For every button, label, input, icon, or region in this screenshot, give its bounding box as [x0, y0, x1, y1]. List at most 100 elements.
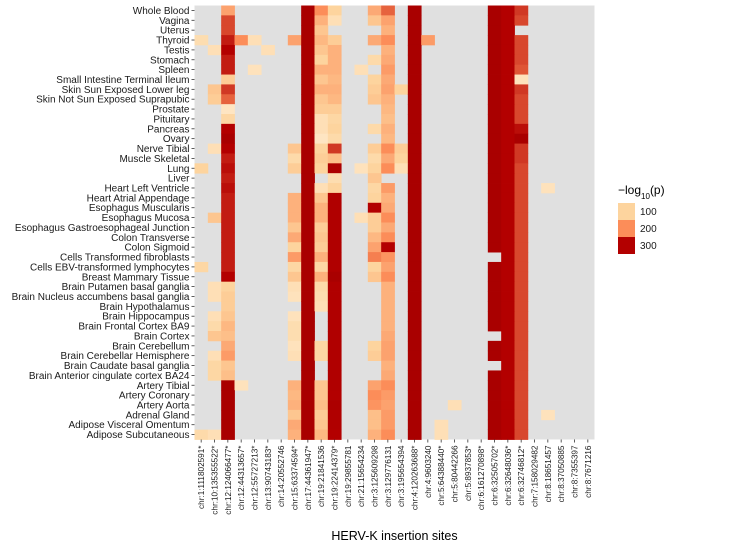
heatmap-cell — [501, 311, 515, 322]
heatmap-cell — [247, 35, 262, 46]
heatmap-cell — [514, 114, 529, 125]
heatmap-cell — [541, 409, 555, 421]
heatmap-cell — [314, 340, 329, 352]
heatmap-cell — [221, 380, 235, 391]
heatmap-cell — [447, 400, 462, 411]
heatmap-cell — [514, 94, 529, 105]
heatmap-cell — [234, 380, 249, 391]
heatmap-cell — [301, 143, 315, 154]
heatmap-cell — [367, 390, 382, 401]
heatmap-cell — [407, 232, 422, 243]
heatmap-cell — [327, 400, 342, 411]
heatmap-cell — [487, 400, 502, 411]
heatmap-cell — [287, 35, 302, 46]
heatmap-cell — [367, 271, 382, 283]
heatmap-cell — [487, 281, 502, 292]
heatmap-cell — [487, 271, 502, 283]
heatmap-cell — [287, 390, 302, 401]
heatmap-cell — [301, 44, 315, 56]
row-label: Brain Hypothalamus — [99, 302, 189, 313]
row-label: Adrenal Gland — [126, 410, 190, 421]
heatmap-cell — [514, 64, 529, 75]
heatmap-cell — [221, 163, 235, 174]
heatmap-cell — [487, 163, 502, 174]
heatmap-cell — [407, 222, 422, 233]
heatmap-cell — [487, 390, 502, 401]
heatmap-cell — [367, 350, 382, 361]
heatmap-cell — [501, 281, 515, 292]
heatmap-cell — [314, 380, 329, 391]
heatmap-cell — [487, 15, 502, 26]
heatmap-cell — [301, 321, 315, 332]
column-label: chr:10:135355522* — [211, 445, 220, 515]
heatmap-cell — [514, 163, 529, 174]
row-label: Brain Cerebellum — [112, 341, 189, 352]
heatmap-cell — [407, 380, 422, 391]
heatmap-cell — [501, 212, 515, 223]
heatmap-cell — [327, 133, 342, 144]
row-label: Uterus — [160, 26, 189, 37]
heatmap-cell — [327, 114, 342, 125]
heatmap-cell — [514, 153, 529, 164]
heatmap-cell — [367, 340, 382, 352]
heatmap-cell — [301, 350, 315, 361]
heatmap-cell — [487, 25, 502, 36]
row-label: Cells EBV-transformed lymphocytes — [30, 262, 190, 273]
heatmap-cell — [327, 321, 342, 332]
heatmap-cell — [221, 212, 235, 223]
heatmap-cell — [381, 74, 395, 85]
heatmap-cell — [207, 360, 222, 371]
heatmap-cell — [501, 261, 515, 273]
heatmap-cell — [514, 301, 529, 312]
row-label: Nerve Tibial — [137, 144, 190, 155]
heatmap-cell — [514, 5, 529, 16]
heatmap-cell — [487, 242, 502, 253]
heatmap-cell — [487, 64, 502, 75]
heatmap-cell — [381, 212, 395, 223]
heatmap-cell — [381, 409, 395, 421]
heatmap-cell — [327, 340, 342, 352]
heatmap-cell — [407, 409, 422, 421]
heatmap-cell — [381, 123, 395, 135]
heatmap-cell — [501, 301, 515, 312]
heatmap-cell — [487, 35, 502, 46]
heatmap-cell — [367, 74, 382, 85]
heatmap-cell — [287, 153, 302, 164]
row-label: Adipose Visceral Omentum — [69, 420, 190, 431]
heatmap-cell — [314, 25, 329, 36]
heatmap-cell — [207, 429, 222, 440]
heatmap-cell — [514, 321, 529, 332]
heatmap-cell — [327, 44, 342, 56]
heatmap-cell — [407, 271, 422, 283]
row-label: Heart Left Ventricle — [104, 183, 189, 194]
heatmap-cell — [221, 321, 235, 332]
heatmap-cell — [381, 114, 395, 125]
column-label: chr:12:44313657* — [237, 445, 246, 510]
heatmap-cell — [407, 400, 422, 411]
heatmap-cell — [221, 123, 235, 135]
heatmap-cell — [367, 212, 382, 223]
heatmap-cell — [407, 163, 422, 174]
heatmap-cell — [487, 84, 502, 95]
heatmap-cell — [487, 173, 502, 184]
heatmap-cell — [381, 25, 395, 36]
column-label: chr:3:129776131 — [384, 445, 393, 507]
heatmap-cells — [194, 5, 555, 440]
heatmap-cell — [501, 340, 515, 352]
heatmap-cell — [287, 222, 302, 233]
heatmap-cell — [514, 400, 529, 411]
heatmap-cell — [514, 222, 529, 233]
heatmap-cell — [381, 133, 395, 144]
heatmap-cell — [487, 94, 502, 105]
heatmap-cell — [487, 311, 502, 322]
heatmap-cell — [327, 409, 342, 421]
heatmap-cell — [487, 232, 502, 243]
heatmap-cell — [487, 409, 502, 421]
heatmap-cell — [314, 350, 329, 361]
heatmap-cell — [407, 331, 422, 342]
heatmap-cell — [487, 123, 502, 135]
heatmap-cell — [301, 409, 315, 421]
heatmap-cell — [247, 64, 262, 75]
heatmap-cell — [287, 321, 302, 332]
heatmap-cell — [407, 202, 422, 214]
